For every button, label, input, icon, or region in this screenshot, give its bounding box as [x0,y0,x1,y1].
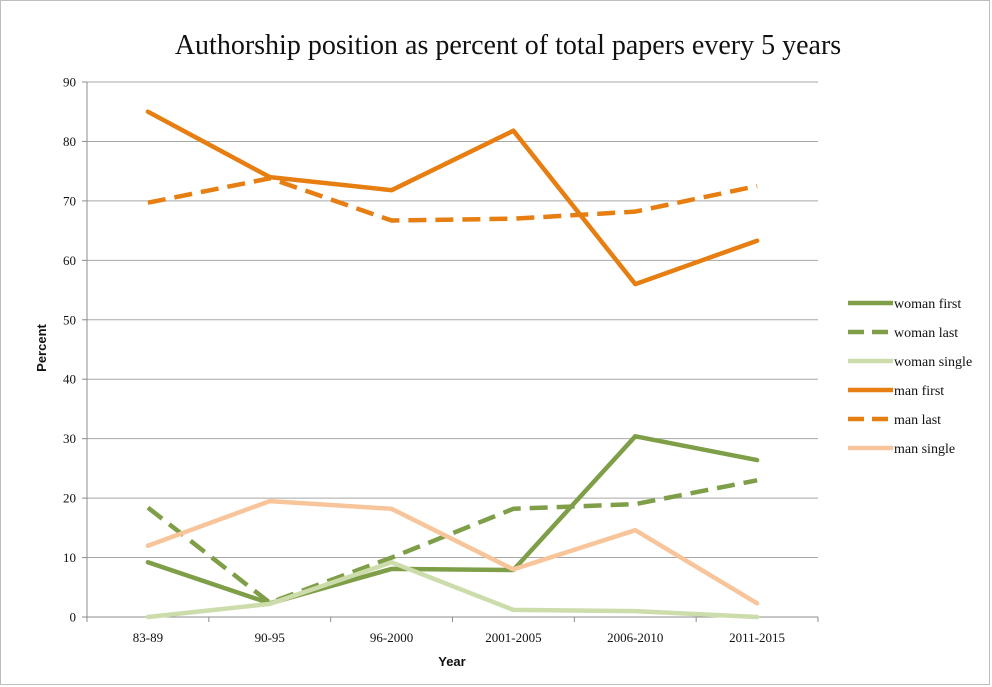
x-tick-label: 96-2000 [370,630,413,645]
series-lines [145,109,760,620]
legend-label: woman single [894,355,972,370]
series-line-woman-first [145,434,760,606]
y-tick-label: 0 [70,610,77,625]
y-tick-label: 90 [63,75,76,90]
legend-label: man last [894,413,941,428]
legend-label: man first [894,384,944,399]
y-tick-label: 20 [63,491,76,506]
y-tick-label: 40 [63,372,76,387]
series-line-man-first [145,109,760,287]
legend: woman first woman last woman single man fir… [848,297,972,457]
x-tick-label: 2001-2005 [485,630,541,645]
chart-title: Authorship position as percent of total … [175,30,841,61]
x-tick-label: 2006-2010 [607,630,663,645]
x-tick-label: 90-95 [255,630,285,645]
y-tick-labels: 0 10 20 30 40 50 60 70 80 90 [63,75,76,625]
y-axis-label: Percent [34,323,49,371]
legend-label: man single [894,442,955,457]
x-tick-label: 2011-2015 [729,630,785,645]
axes [82,81,819,622]
y-tick-label: 50 [63,312,76,327]
y-tick-label: 30 [63,431,76,446]
legend-label: woman first [894,297,961,312]
series-line-man-last [147,176,758,223]
legend-label: woman last [894,326,958,341]
x-tick-labels: 83-89 90-95 96-2000 2001-2005 2006-2010 2011-… [133,630,785,645]
series-line-man-single [145,498,760,606]
y-tick-label: 10 [63,550,76,565]
x-axis-label: Year [438,654,465,669]
x-tick-label: 83-89 [133,630,163,645]
y-tick-label: 70 [63,193,76,208]
gridlines [87,81,818,559]
y-tick-label: 60 [63,253,76,268]
series-line-woman-single [145,560,760,620]
y-tick-label: 80 [63,134,76,149]
